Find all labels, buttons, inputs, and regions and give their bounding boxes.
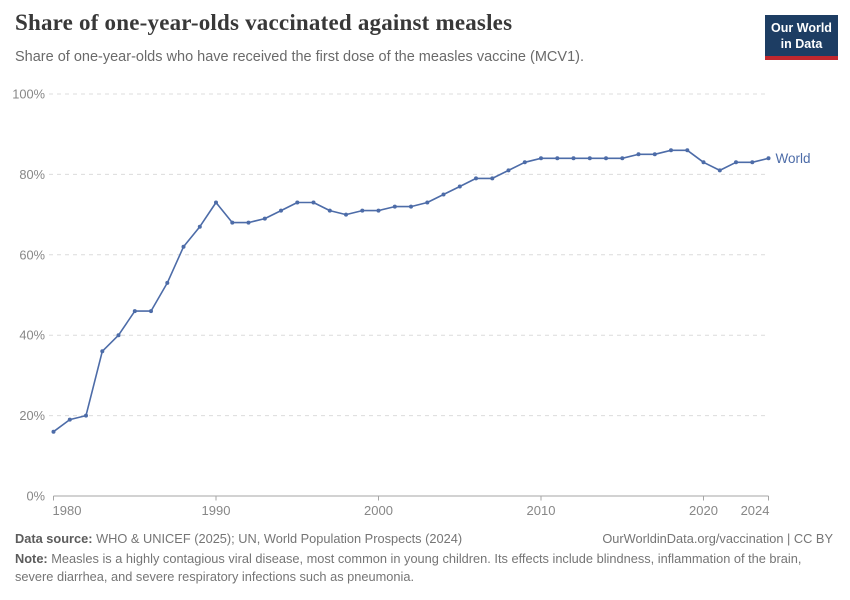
svg-text:2010: 2010 (527, 503, 556, 518)
y-axis-labels: 0% 20% 40% 60% 80% 100% (12, 87, 45, 504)
footer-note-row: Note: Measles is a highly contagious vir… (15, 550, 833, 586)
svg-text:100%: 100% (12, 87, 45, 102)
svg-text:20%: 20% (19, 408, 45, 423)
footer-source-row: Data source: WHO & UNICEF (2025); UN, Wo… (15, 531, 833, 546)
chart-subtitle: Share of one-year-olds who have received… (15, 49, 584, 65)
svg-text:1980: 1980 (53, 503, 82, 518)
attribution-link[interactable]: OurWorldinData.org/vaccination | CC BY (602, 531, 833, 546)
series-label-world: World (776, 151, 811, 166)
svg-text:1990: 1990 (202, 503, 231, 518)
svg-text:60%: 60% (19, 247, 45, 262)
x-axis-ticks (53, 496, 769, 501)
svg-text:2020: 2020 (689, 503, 718, 518)
note-text: Measles is a highly contagious viral dis… (15, 551, 802, 585)
svg-text:2024: 2024 (741, 503, 770, 518)
note-label: Note: (15, 551, 48, 566)
x-axis-labels: 1980 1990 2000 2010 2020 2024 (53, 503, 770, 518)
svg-text:0%: 0% (27, 489, 46, 504)
line-chart[interactable]: 0% 20% 40% 60% 80% 100% 1980 1990 2000 2010 2020 20… (0, 85, 850, 525)
owid-logo: Our World in Data (765, 15, 838, 60)
world-markers (51, 148, 771, 434)
y-gridlines (49, 93, 769, 497)
svg-text:2000: 2000 (364, 503, 393, 518)
owid-logo-line1: Our World (771, 21, 832, 35)
svg-text:80%: 80% (19, 167, 45, 182)
data-source-label: Data source: (15, 531, 93, 546)
owid-logo-line2: in Data (780, 37, 823, 51)
svg-text:40%: 40% (19, 328, 45, 343)
page-title: Share of one-year-olds vaccinated agains… (15, 10, 513, 35)
data-source-text: Data source: WHO & UNICEF (2025); UN, Wo… (15, 531, 462, 546)
data-source-value: WHO & UNICEF (2025); UN, World Populatio… (92, 531, 463, 546)
world-line (52, 149, 770, 433)
